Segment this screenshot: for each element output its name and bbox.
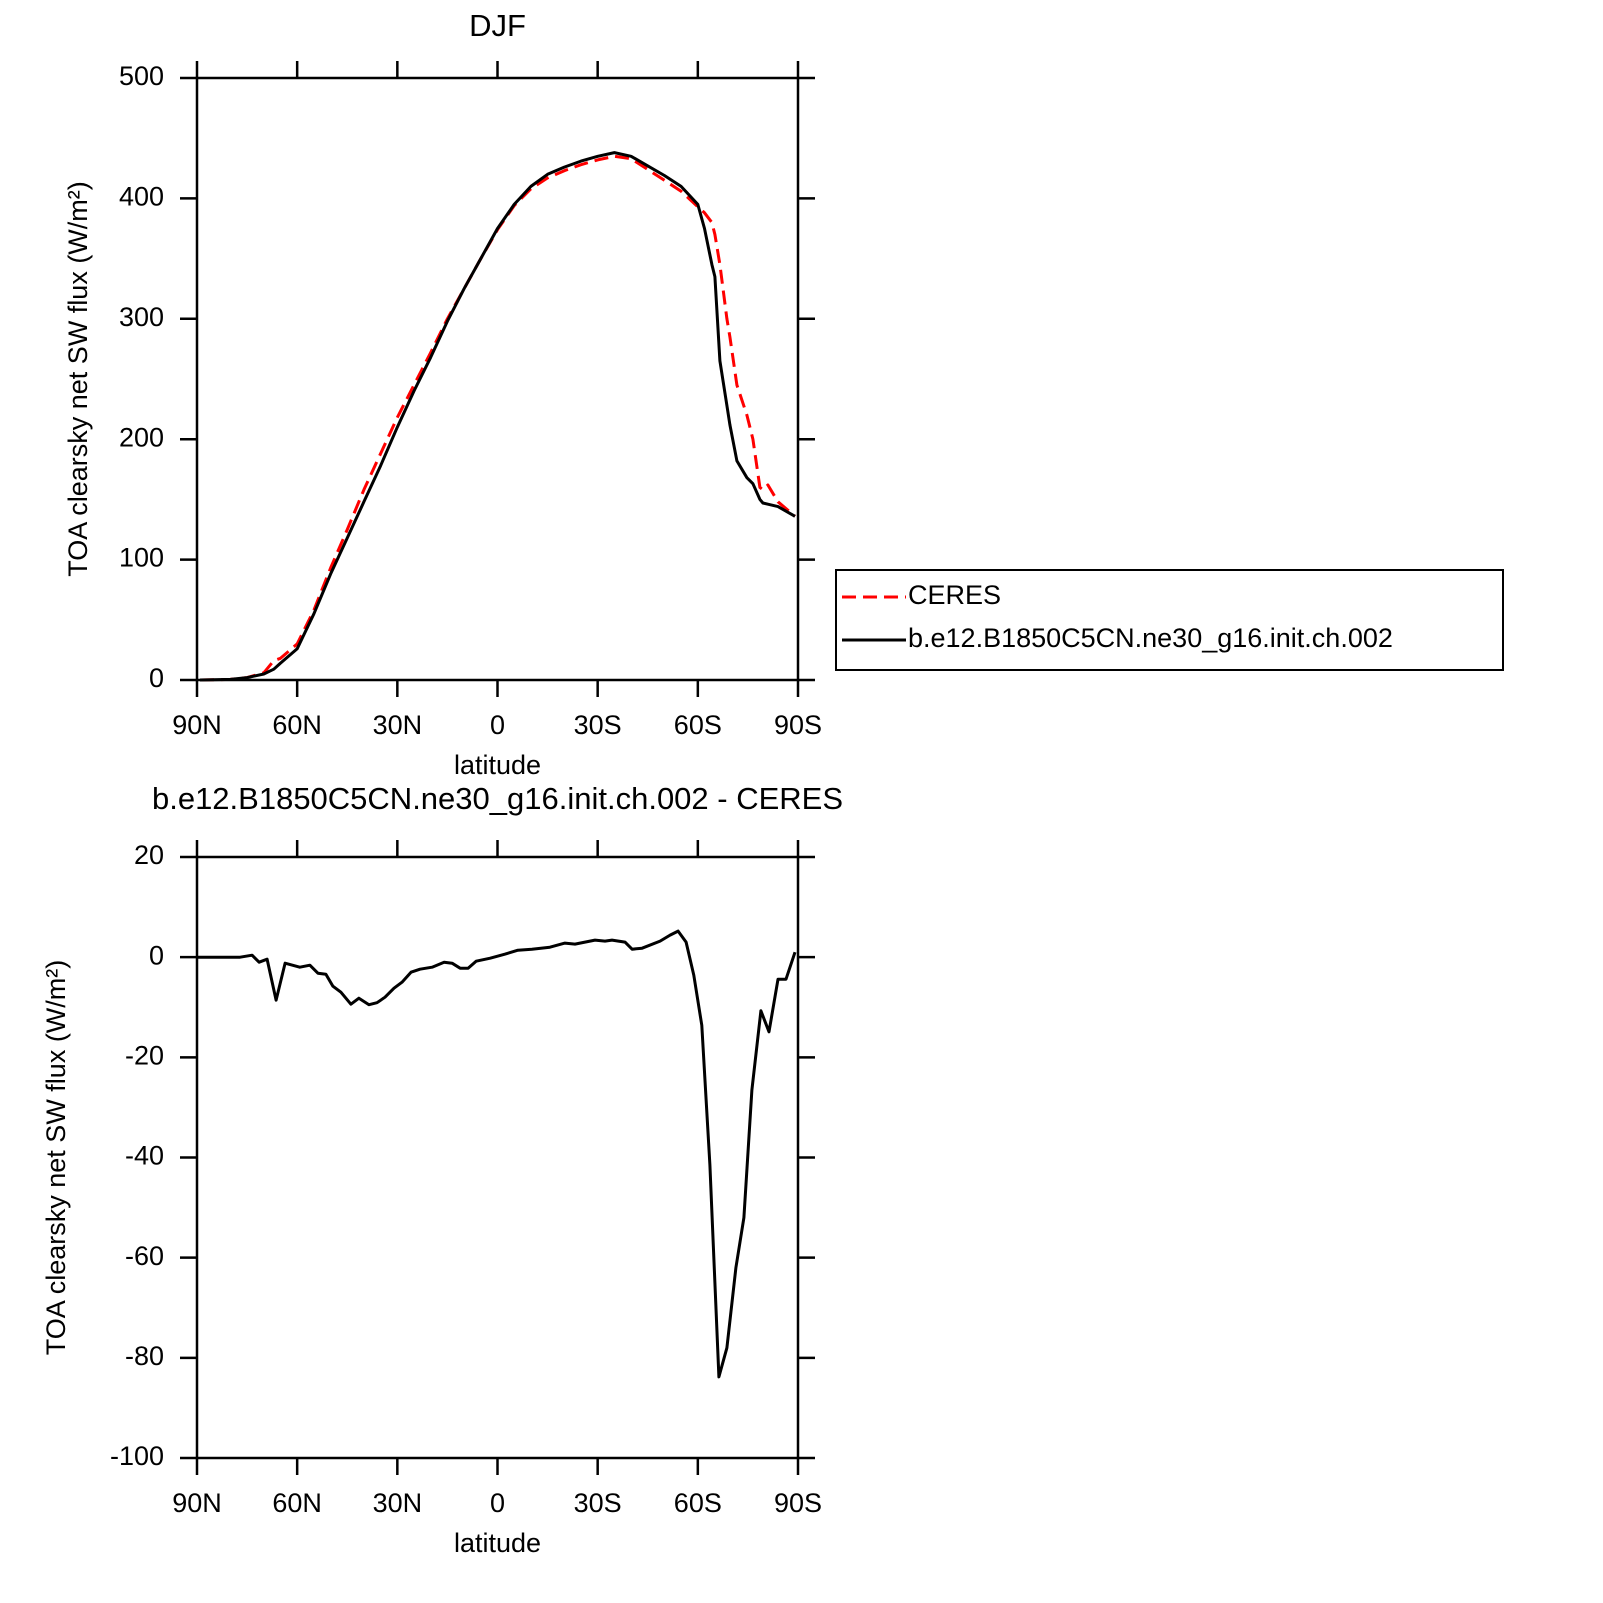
legend-label: CERES <box>908 580 1001 610</box>
x-tick-label: 90N <box>172 710 222 740</box>
y-tick-label: -80 <box>125 1341 164 1371</box>
x-axis-label: latitude <box>454 750 541 780</box>
y-tick-label: 0 <box>149 940 164 970</box>
data-line <box>197 929 797 1379</box>
legend-box <box>835 569 1504 671</box>
y-axis-label: TOA clearsky net SW flux (W/m²) <box>63 181 93 577</box>
y-tick-label: 20 <box>134 840 164 870</box>
y-tick-label: 0 <box>149 663 164 693</box>
plot-frame <box>195 76 800 682</box>
x-tick-label: 90S <box>774 1488 822 1518</box>
x-axis-label: latitude <box>454 1528 541 1558</box>
y-tick-label: 200 <box>119 422 164 452</box>
y-tick-label: 500 <box>119 61 164 91</box>
x-tick-label: 30S <box>574 710 622 740</box>
x-tick-label: 30S <box>574 1488 622 1518</box>
x-tick-label: 30N <box>373 710 423 740</box>
y-tick-label: -20 <box>125 1040 164 1070</box>
y-tick-label: -100 <box>110 1441 164 1471</box>
y-tick-label: -60 <box>125 1241 164 1271</box>
x-tick-label: 0 <box>490 710 505 740</box>
legend-label: b.e12.B1850C5CN.ne30_g16.init.ch.002 <box>908 623 1393 653</box>
y-tick-label: 400 <box>119 182 164 212</box>
x-tick-label: 60N <box>272 710 322 740</box>
chart-title: b.e12.B1850C5CN.ne30_g16.init.ch.002 - C… <box>152 781 843 816</box>
x-tick-label: 60N <box>272 1488 322 1518</box>
y-tick-label: -40 <box>125 1141 164 1171</box>
data-line <box>199 154 796 682</box>
x-tick-label: 60S <box>674 1488 722 1518</box>
x-tick-label: 90N <box>172 1488 222 1518</box>
data-line <box>199 151 796 682</box>
y-tick-label: 100 <box>119 543 164 573</box>
plot-frame <box>195 855 800 1460</box>
x-tick-label: 0 <box>490 1488 505 1518</box>
x-tick-label: 30N <box>373 1488 423 1518</box>
x-tick-label: 90S <box>774 710 822 740</box>
chart-title: DJF <box>469 8 526 43</box>
y-tick-label: 300 <box>119 302 164 332</box>
y-axis-label: TOA clearsky net SW flux (W/m²) <box>41 960 71 1356</box>
x-tick-label: 60S <box>674 710 722 740</box>
